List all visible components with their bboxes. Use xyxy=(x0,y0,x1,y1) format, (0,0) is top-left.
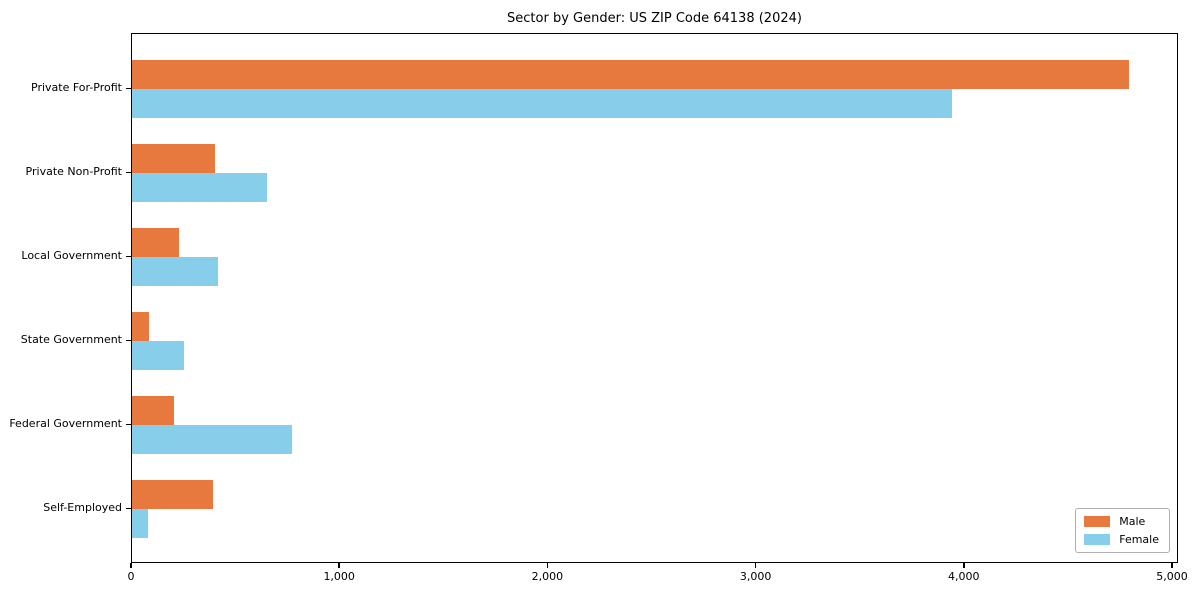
x-tick-mark xyxy=(754,563,757,568)
bars-layer xyxy=(132,34,1177,562)
bar-male-1 xyxy=(132,144,216,174)
bar-male-3 xyxy=(132,312,149,342)
bar-female-1 xyxy=(132,173,268,203)
x-tick-label: 1,000 xyxy=(323,570,355,583)
legend-item-female: Female xyxy=(1084,533,1159,546)
x-tick-label: 2,000 xyxy=(531,570,564,583)
y-tick-mark xyxy=(126,255,131,258)
x-tick-mark xyxy=(1171,563,1173,568)
bar-male-4 xyxy=(132,396,174,426)
legend-label-male: Male xyxy=(1119,515,1146,528)
bar-male-2 xyxy=(132,228,179,258)
x-tick-label: 4,000 xyxy=(948,570,980,583)
bar-female-5 xyxy=(132,509,148,539)
y-tick-label: State Government xyxy=(20,333,122,347)
x-tick-label: 3,000 xyxy=(739,570,772,583)
legend-label-female: Female xyxy=(1119,533,1159,546)
legend: Male Female xyxy=(1075,508,1170,553)
bar-female-0 xyxy=(132,89,953,119)
x-tick-mark xyxy=(546,563,549,568)
y-tick-mark xyxy=(126,171,131,174)
y-tick-label: Federal Government xyxy=(9,417,122,431)
x-tick-label: 5,000 xyxy=(1156,570,1188,583)
bar-male-5 xyxy=(132,480,214,510)
y-tick-label: Local Government xyxy=(21,249,122,263)
chart-title: Sector by Gender: US ZIP Code 64138 (202… xyxy=(507,11,802,26)
x-tick-mark xyxy=(963,563,965,568)
x-tick-mark xyxy=(338,563,340,568)
male-swatch xyxy=(1084,516,1111,527)
y-tick-mark xyxy=(126,87,131,90)
y-tick-label: Private Non-Profit xyxy=(25,165,122,179)
legend-item-male: Male xyxy=(1084,515,1159,528)
plot-area: Male Female xyxy=(131,33,1178,563)
bar-female-4 xyxy=(132,425,293,455)
x-tick-label: 0 xyxy=(127,570,135,583)
y-tick-label: Private For-Profit xyxy=(31,81,122,95)
bar-female-2 xyxy=(132,257,219,287)
female-swatch xyxy=(1084,534,1111,545)
y-tick-label: Self-Employed xyxy=(43,501,122,515)
bar-female-3 xyxy=(132,341,184,371)
y-tick-mark xyxy=(126,507,131,510)
x-tick-mark xyxy=(130,563,132,568)
y-tick-mark xyxy=(126,339,131,342)
y-tick-mark xyxy=(126,423,131,426)
bar-male-0 xyxy=(132,60,1130,90)
